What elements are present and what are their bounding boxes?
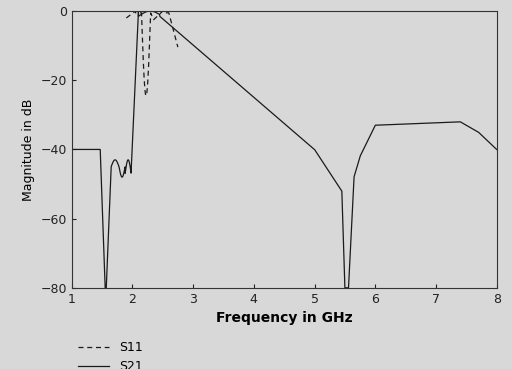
Line: S21: S21 (72, 11, 497, 288)
Y-axis label: Magnitude in dB: Magnitude in dB (22, 98, 35, 201)
S11 (146, 57, 152, 62)
S21 (386, 123, 392, 127)
S21 (418, 121, 424, 125)
X-axis label: Frequency in GHz: Frequency in GHz (216, 311, 352, 325)
S21 (494, 147, 500, 152)
S21 (102, 286, 108, 290)
S21 (147, 9, 153, 13)
S21 (324, 166, 330, 170)
S21 (345, 286, 351, 290)
S21 (69, 147, 75, 152)
S21 (231, 78, 237, 83)
Line: S11: S11 (126, 11, 178, 96)
Legend: S11, S21: S11, S21 (78, 341, 143, 369)
S21 (146, 9, 152, 13)
